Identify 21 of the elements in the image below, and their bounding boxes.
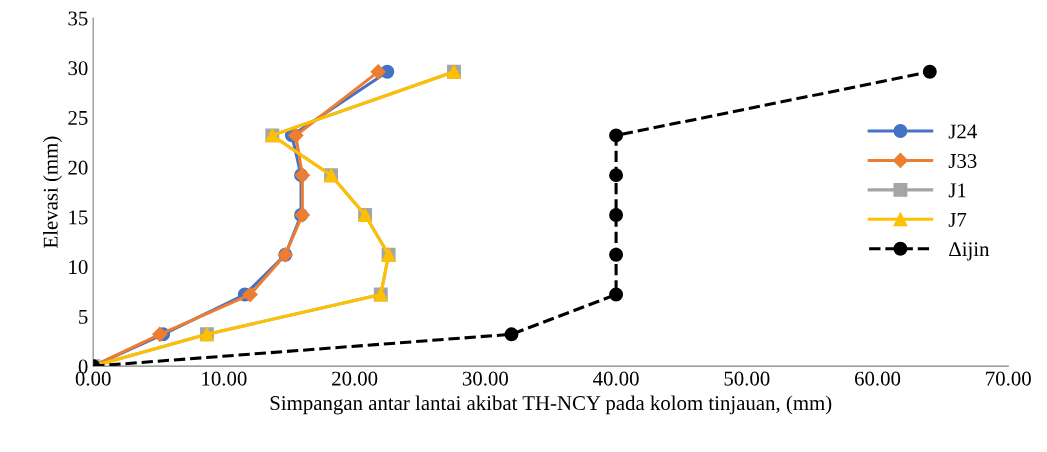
x-tick-label: 50.00 (724, 371, 770, 386)
y-tick-label: 25 (68, 110, 88, 125)
legend-label: J33 (948, 153, 977, 168)
y-tick-label: 20 (68, 160, 88, 175)
x-tick-label: 20.00 (332, 371, 378, 386)
y-axis-title: Elevasi (mm) (43, 136, 62, 248)
y-tick-label: 15 (69, 210, 88, 225)
legend-label: J1 (948, 183, 966, 198)
legend-label: J7 (948, 212, 967, 227)
y-tick-label: 10 (69, 260, 88, 275)
x-tick-label: 30.00 (462, 371, 508, 386)
y-tick-label: 35 (68, 11, 88, 26)
y-tick-label: 30 (68, 61, 88, 76)
legend-label: Δijin (949, 242, 990, 261)
x-tick-label: 70.00 (986, 371, 1031, 386)
x-tick-label: 40.00 (593, 371, 639, 386)
x-tick-label: 10.00 (202, 371, 247, 386)
x-tick-label: 60.00 (854, 371, 901, 386)
x-axis-title: Simpangan antar lantai akibat TH-NCY pada kolom tinjauan, (mm) (270, 395, 832, 415)
legend-label: J24 (948, 124, 977, 139)
y-tick-label: 5 (79, 309, 88, 324)
